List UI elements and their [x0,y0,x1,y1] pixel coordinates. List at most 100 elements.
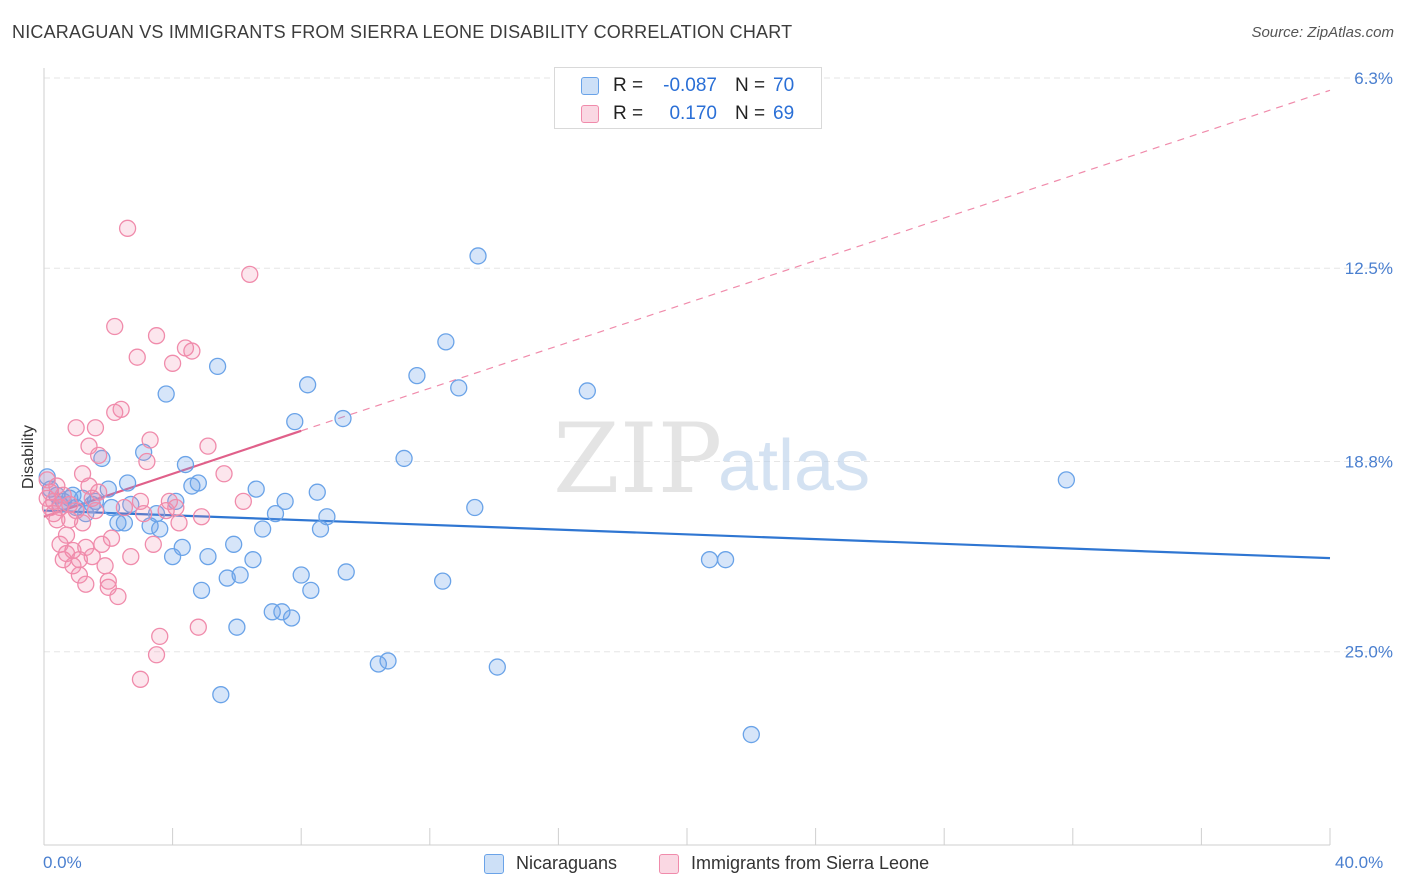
data-point-sierra-leone [83,547,101,566]
data-point-nicaraguan [466,498,484,517]
data-point-sierra-leone [170,514,188,532]
data-point-sierra-leone [70,566,89,584]
data-point-sierra-leone [61,495,79,514]
y-axis-label: Disability [20,425,37,489]
data-point-nicaraguan [86,492,105,511]
y-tick-label: 18.8% [1345,453,1393,472]
data-point-sierra-leone [86,501,105,520]
data-point-nicaraguan [266,505,285,523]
data-point-nicaraguan [369,655,388,673]
data-point-nicaraguan [488,658,506,676]
data-point-nicaraguan [263,603,281,621]
data-point-sierra-leone [93,535,111,553]
data-point-sierra-leone [167,498,185,517]
n-value: 70 [773,75,795,96]
legend-row-nicaraguans: R = -0.087 N = 70 [555,72,821,100]
data-point-sierra-leone [112,400,130,418]
data-point-nicaraguan [578,382,596,400]
chart-title: NICARAGUAN VS IMMIGRANTS FROM SIERRA LEO… [12,22,793,42]
data-point-nicaraguan [379,652,397,670]
data-point-sierra-leone [234,492,252,511]
data-point-sierra-leone [64,541,82,560]
gridlines [44,77,1390,653]
data-point-nicaraguan [225,535,243,553]
data-point-sierra-leone [122,547,140,566]
data-point-nicaraguan [742,725,760,744]
data-point-sierra-leone [192,508,211,526]
data-point-sierra-leone [199,437,217,455]
data-point-nicaraguan [716,551,735,569]
series-legend: Nicaraguans Immigrants from Sierra Leone [0,852,1406,878]
data-point-sierra-leone [73,514,92,532]
legend-swatch-pink [581,105,599,123]
data-point-nicaraguan [118,474,137,492]
data-point-nicaraguan [395,449,413,468]
data-point-sierra-leone [144,535,162,553]
data-point-nicaraguan [302,581,320,600]
legend-swatch-pink [659,854,679,874]
data-point-sierra-leone [118,219,137,237]
data-point-sierra-leone [131,670,150,688]
data-point-nicaraguan [292,566,310,584]
data-point-sierra-leone [183,342,201,360]
data-point-nicaraguan [408,366,426,385]
legend-swatch-blue [581,77,599,95]
data-point-sierra-leone [61,511,79,529]
data-point-nicaraguan [173,538,191,557]
data-point-sierra-leone [163,354,182,372]
y-tick-label: 12.5% [1345,259,1393,278]
data-point-sierra-leone [241,265,259,284]
data-point-sierra-leone [135,505,153,523]
data-point-sierra-leone [128,348,146,366]
n-value: 69 [773,103,795,124]
x-axis-max-label: 40.0% [1335,853,1384,872]
axes [43,68,1331,846]
r-value: 0.170 [669,103,717,124]
r-label: R = [613,103,644,124]
y-tick-label: 6.3% [1354,69,1393,88]
n-label: N = [735,75,766,96]
data-point-nicaraguan [93,449,111,468]
data-point-sierra-leone [96,557,114,575]
data-point-nicaraguan [318,508,336,526]
r-label: R = [613,75,644,96]
data-point-sierra-leone [48,477,66,495]
data-point-sierra-leone [90,446,108,465]
data-point-nicaraguan [218,569,236,587]
correlation-legend: R = -0.087 N = 70 R = 0.170 N = 69 [554,67,822,129]
data-point-nicaraguan [192,581,211,600]
data-point-sierra-leone [115,498,134,517]
data-point-sierra-leone [106,317,124,336]
data-point-nicaraguan [99,480,117,498]
data-point-sierra-leone [102,529,121,547]
data-point-sierra-leone [99,572,117,590]
r-value: -0.087 [663,75,717,96]
trend-line-nicaraguans [43,509,1331,560]
n-label: N = [735,103,766,124]
data-point-sierra-leone [67,419,85,437]
data-point-nicaraguan [231,566,249,584]
legend-swatch-blue [484,854,504,874]
data-point-sierra-leone [57,526,76,544]
data-point-nicaraguan [450,379,468,397]
data-point-nicaraguan [434,572,452,590]
data-point-sierra-leone [151,627,169,646]
data-point-nicaraguan [109,514,127,532]
data-point-sierra-leone [64,557,82,575]
watermark-atlas: atlas [718,426,870,506]
data-point-sierra-leone [147,327,166,345]
data-point-sierra-leone [141,431,159,449]
data-point-nicaraguan [77,505,95,523]
data-point-nicaraguan [176,455,195,474]
data-point-nicaraguan [199,547,217,566]
data-point-nicaraguan [286,412,304,431]
data-point-sierra-leone [41,498,60,517]
legend-label: Nicaraguans [516,853,618,873]
series-sierra-leone [38,219,259,688]
data-point-nicaraguan [244,551,262,569]
watermark-zip: ZIP [553,403,722,515]
data-point-nicaraguan [247,480,265,498]
data-point-nicaraguan [437,333,455,351]
x-axis-min-label: 0.0% [43,853,82,872]
